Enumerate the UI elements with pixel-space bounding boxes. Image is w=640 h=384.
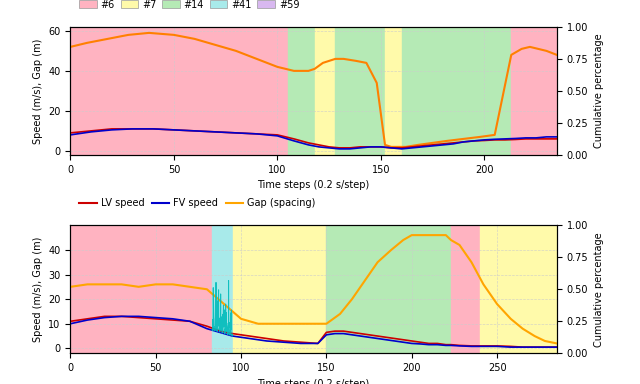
X-axis label: Time steps (0.2 s/step): Time steps (0.2 s/step) bbox=[257, 379, 370, 384]
Y-axis label: Speed (m/s), Gap (m): Speed (m/s), Gap (m) bbox=[33, 38, 43, 144]
Y-axis label: Cumulative percentage: Cumulative percentage bbox=[594, 33, 604, 148]
Bar bbox=[232, 225, 326, 353]
Y-axis label: Cumulative percentage: Cumulative percentage bbox=[594, 232, 604, 347]
Bar bbox=[326, 225, 451, 353]
Bar bbox=[70, 225, 212, 353]
Legend: LV speed, FV speed, Gap (spacing): LV speed, FV speed, Gap (spacing) bbox=[76, 194, 319, 212]
Bar bbox=[385, 27, 401, 155]
Bar bbox=[315, 27, 335, 155]
Bar bbox=[451, 225, 480, 353]
Bar bbox=[70, 27, 288, 155]
Bar bbox=[335, 27, 385, 155]
Bar bbox=[401, 27, 511, 155]
Bar bbox=[511, 27, 557, 155]
Bar bbox=[212, 225, 232, 353]
Bar bbox=[480, 225, 557, 353]
Bar bbox=[288, 27, 315, 155]
Legend: #6, #7, #14, #41, #59: #6, #7, #14, #41, #59 bbox=[76, 0, 303, 14]
Y-axis label: Speed (m/s), Gap (m): Speed (m/s), Gap (m) bbox=[33, 237, 43, 342]
X-axis label: Time steps (0.2 s/step): Time steps (0.2 s/step) bbox=[257, 180, 370, 190]
